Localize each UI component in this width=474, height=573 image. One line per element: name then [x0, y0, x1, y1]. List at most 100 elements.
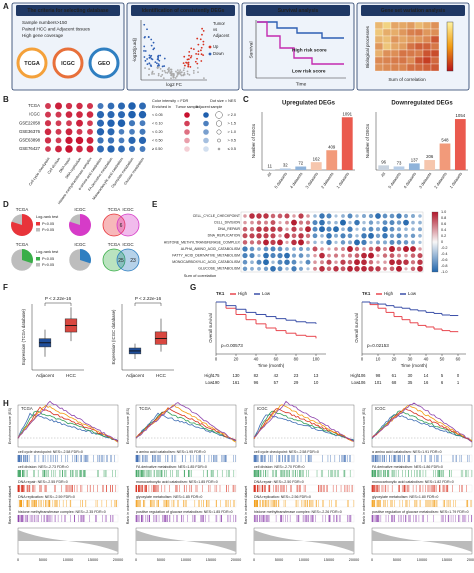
correlation-dot	[389, 233, 395, 238]
heat-cell	[406, 63, 416, 72]
volcano-dot	[158, 64, 160, 67]
volcano-dot	[157, 66, 160, 68]
correlation-dot	[418, 227, 422, 232]
es-frame	[253, 404, 355, 448]
correlation-dot	[285, 220, 289, 225]
enrichment-dot	[87, 128, 93, 135]
enrichment-dot	[128, 102, 136, 110]
gene-set-label: FA derivative metabolism: NES=1.86 FDR=0	[372, 465, 443, 469]
correlation-dot	[312, 233, 318, 239]
gene-set-label: monocarboxylic acid catabolism: NES=1.85…	[136, 480, 218, 484]
correlation-dot	[242, 266, 248, 272]
value-label: 11	[268, 164, 273, 169]
legend-text: < 0.05	[152, 113, 163, 117]
heat-cell	[422, 21, 432, 30]
legend-swatch	[36, 228, 40, 232]
volcano-dot	[200, 53, 203, 56]
x-tick-label: 0	[371, 558, 373, 562]
correlation-dot	[256, 233, 262, 239]
correlation-dot	[305, 233, 311, 238]
pie-title: ICGC	[74, 207, 86, 212]
heat-cell	[374, 56, 384, 65]
gene-set-label: cell division: NES=-2.70 FDR=0	[254, 465, 305, 469]
correlation-dot	[249, 227, 255, 232]
volcano-dot	[197, 50, 200, 53]
scale-label: 1.0	[441, 210, 446, 214]
correlation-dot	[242, 253, 248, 259]
volcano-dot	[183, 73, 186, 76]
enrichment-dot	[128, 110, 136, 119]
correlation-dot	[354, 239, 360, 246]
correlation-dot	[243, 220, 247, 225]
axis-label: Enrichment score (ES)	[8, 408, 12, 444]
annotation: p=0.00573	[221, 343, 243, 348]
venn-circle	[102, 248, 126, 272]
legend-text: P>0.05	[42, 263, 54, 267]
x-tick-label: 40	[254, 357, 259, 362]
heat-cell	[406, 56, 416, 65]
risk-row-label: Low	[205, 380, 214, 385]
volcano-dot	[186, 70, 189, 73]
venn-circle	[102, 213, 126, 237]
correlation-dot	[270, 226, 276, 232]
correlation-dot	[396, 265, 402, 272]
volcano-dot	[169, 71, 172, 74]
panel-letter: E	[152, 200, 158, 209]
enrichment-dot	[55, 102, 62, 110]
x-tick-label: 20000	[113, 558, 124, 562]
bar	[341, 117, 353, 170]
correlation-dot	[326, 226, 332, 232]
volcano-dot	[196, 57, 198, 60]
correlation-dot	[397, 227, 401, 232]
badge-label: ICGC	[61, 61, 75, 67]
correlation-dot	[306, 240, 310, 245]
heat-cell	[374, 49, 384, 58]
volcano-dot	[146, 58, 149, 60]
correlation-dot	[354, 266, 360, 272]
risk-number: 57	[274, 380, 279, 385]
badge	[88, 47, 120, 79]
box-title: Survival analysis	[278, 8, 319, 14]
correlation-dot	[263, 233, 269, 239]
enrichment-dot	[55, 120, 62, 127]
enrichment-dot	[107, 111, 115, 119]
enrichment-dot	[45, 111, 51, 118]
correlation-dot	[319, 265, 325, 272]
es-frame	[17, 404, 119, 448]
volcano-dot	[192, 72, 195, 74]
x-tick-label: 15000	[88, 558, 99, 562]
correlation-dot	[375, 233, 381, 238]
value-label: 72	[298, 161, 303, 166]
gene-set-label: histone methyltransferase complex: NES=-…	[18, 510, 106, 514]
correlation-dot	[396, 213, 402, 219]
scale-label: -0.8	[441, 264, 448, 268]
volcano-dot	[188, 73, 191, 76]
x-tick-label: 20	[392, 357, 397, 362]
correlation-dot	[326, 259, 332, 265]
barcode-strip	[135, 514, 237, 523]
row-label: MONOCARBOXYLIC_ACID_CATABOLISM	[172, 260, 240, 264]
correlation-dot	[396, 246, 402, 252]
legend-dot	[203, 120, 209, 127]
risk-number: 23	[294, 373, 299, 378]
correlation-dot	[305, 220, 311, 225]
legend-title: Color intensity = FDR	[152, 99, 188, 103]
correlation-dot	[334, 260, 338, 264]
correlation-dot	[313, 240, 317, 245]
correlation-dot	[277, 226, 283, 232]
correlation-dot	[319, 219, 325, 226]
heat-cell	[430, 28, 440, 37]
correlation-dot	[270, 253, 276, 259]
panel-letter: A	[3, 2, 9, 11]
panel-header	[361, 5, 465, 16]
correlation-dot	[291, 266, 297, 272]
volcano-dot	[183, 72, 186, 74]
volcano-dot	[151, 58, 154, 61]
pie-slice	[22, 249, 34, 264]
badge	[16, 47, 48, 79]
x-tick-label: 0	[361, 357, 364, 362]
correlation-dot	[389, 246, 395, 252]
enrichment-dot	[76, 102, 83, 110]
correlation-dot	[355, 227, 359, 231]
